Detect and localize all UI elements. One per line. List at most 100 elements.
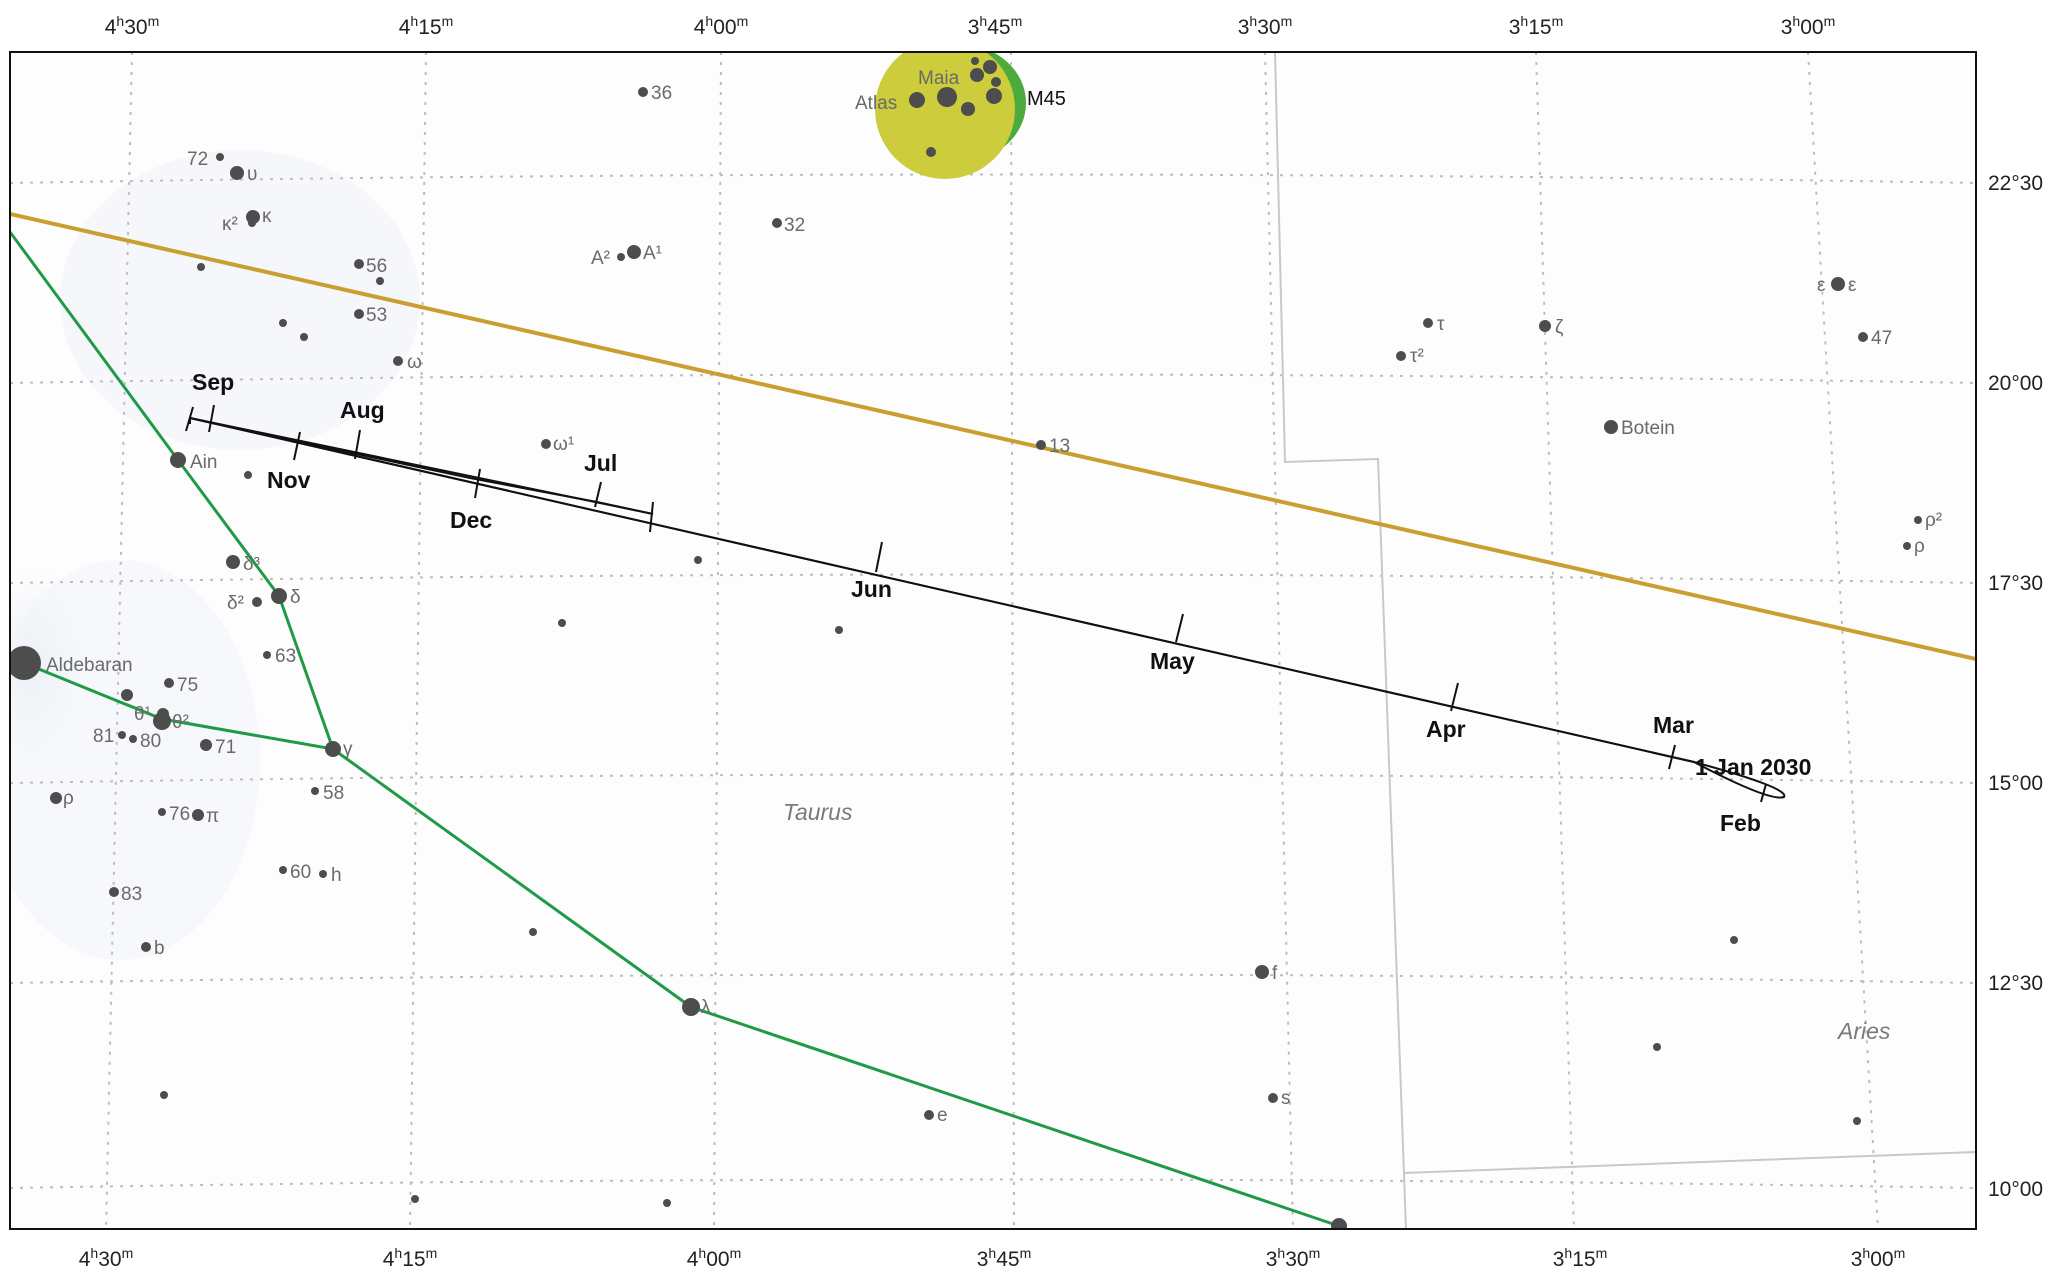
- grid-ra-line: [1010, 52, 1015, 1229]
- star-label-botein: Botein: [1621, 418, 1675, 439]
- star-label-32: 32: [784, 215, 805, 236]
- star-label-tau: τ: [1437, 314, 1445, 335]
- comet-path: [189, 417, 1786, 799]
- star-label-ain: Ain: [190, 452, 217, 473]
- ra-label-bottom: 4h15m: [383, 1245, 438, 1271]
- star-b: [141, 942, 151, 952]
- star-label-47: 47: [1871, 328, 1892, 349]
- star-dot-j: [1853, 1117, 1861, 1125]
- star-label-a1: A¹: [643, 243, 662, 264]
- star-dot: [986, 88, 1002, 104]
- star-delta: [271, 588, 287, 604]
- star-a1: [627, 245, 641, 259]
- month-label-start: 1 Jan 2030: [1695, 754, 1811, 780]
- star-71: [200, 739, 212, 751]
- month-label-feb: Feb: [1720, 810, 1761, 836]
- star-dot-g: [835, 626, 843, 634]
- star-label-theta2: θ²: [172, 712, 189, 733]
- star-upsilon: [230, 166, 244, 180]
- star-dot-h: [1730, 936, 1738, 944]
- month-tick: [875, 541, 883, 573]
- star-label-36: 36: [651, 83, 672, 104]
- star-label-delta: δ: [290, 587, 301, 608]
- star-label-h: h: [331, 865, 342, 886]
- star-s: [1268, 1093, 1278, 1103]
- ra-label-bottom: 3h00m: [1851, 1245, 1906, 1271]
- star-pi: [192, 809, 204, 821]
- star-label-56: 56: [366, 256, 387, 277]
- ra-labels-top: 4h30m 4h15m 4h00m 3h45m 3h30m 3h15m 3h00…: [105, 13, 1836, 39]
- star-label-71: 71: [215, 737, 236, 758]
- constellation-boundary: [1274, 52, 1407, 1229]
- month-tick: [354, 429, 361, 460]
- star-label-delta3: δ³: [243, 554, 260, 575]
- star-60: [279, 866, 287, 874]
- pleiades-disc: [875, 52, 1015, 179]
- star-lambda: [682, 998, 700, 1016]
- comet-path-line: [189, 417, 654, 515]
- month-tick: [1760, 783, 1767, 803]
- ra-label-top: 3h00m: [1781, 13, 1836, 39]
- constellation-line: [10, 231, 1340, 1228]
- star-dot-i: [1653, 1043, 1661, 1051]
- dec-label: 17°30: [1988, 572, 2043, 595]
- star-dot-c: [300, 333, 308, 341]
- pleiades-cluster: [875, 52, 1026, 179]
- ra-label-top: 3h15m: [1509, 13, 1564, 39]
- dec-label: 15°00: [1988, 772, 2043, 795]
- star-delta2: [252, 597, 262, 607]
- grid-dec-line: [10, 1178, 1976, 1189]
- star-53: [354, 309, 364, 319]
- month-tick: [1668, 744, 1676, 770]
- ra-label-top: 3h30m: [1238, 13, 1293, 39]
- star-label-83: 83: [121, 884, 142, 905]
- star-tau2: [1396, 351, 1406, 361]
- grid-dec-line: [10, 973, 1976, 984]
- star-76: [158, 808, 166, 816]
- pleiades-label-atlas: Atlas: [855, 93, 897, 114]
- month-tick: [594, 481, 602, 508]
- star-label-a2: A²: [591, 248, 610, 269]
- grid-ra-line: [713, 52, 722, 1229]
- star-label-omega1: ω¹: [553, 434, 574, 455]
- star-label-s: s: [1281, 1088, 1291, 1109]
- star-dot: [971, 57, 979, 65]
- star-label-gamma: γ: [343, 739, 353, 760]
- month-tick: [1175, 613, 1184, 643]
- star-f: [1255, 965, 1269, 979]
- month-label-nov: Nov: [267, 467, 311, 493]
- star-label-72: 72: [187, 149, 208, 170]
- constellation-label-aries: Aries: [1836, 1018, 1891, 1044]
- star-56: [354, 259, 364, 269]
- month-tick: [474, 468, 481, 499]
- star-32: [772, 218, 782, 228]
- star-end: [1331, 1218, 1347, 1229]
- star-label-omega: ω: [407, 352, 422, 373]
- grid-dec-line: [10, 573, 1976, 584]
- star-dot: [909, 92, 925, 108]
- star-label-lambda: λ: [701, 997, 711, 1018]
- star-epsilon-ari: [1831, 277, 1845, 291]
- dec-labels: 22°30 20°00 17°30 15°00 12°30 10°00: [1988, 172, 2043, 1201]
- grid-ra-line: [409, 52, 427, 1229]
- star-botein: [1604, 420, 1618, 434]
- star-label-pi: π: [206, 806, 219, 827]
- ra-label-bottom: 4h00m: [687, 1245, 742, 1271]
- star-dot: [937, 87, 957, 107]
- star-ain: [170, 452, 186, 468]
- star-label-rho-ari: ρ: [1914, 536, 1925, 557]
- star-81: [121, 689, 133, 701]
- star-dot: [926, 147, 936, 157]
- star-47: [1858, 332, 1868, 342]
- dec-label: 20°00: [1988, 372, 2043, 395]
- grid-dec-line: [10, 373, 1976, 384]
- ra-label-top: 4h30m: [105, 13, 160, 39]
- star-dot: [961, 102, 975, 116]
- star-kappa2: [248, 219, 256, 227]
- ra-label-bottom: 3h30m: [1266, 1245, 1321, 1271]
- star-label-b: b: [154, 938, 165, 959]
- ra-labels-bottom: 4h30m 4h15m 4h00m 3h45m 3h30m 3h15m 3h00…: [79, 1245, 1906, 1271]
- star-dot-l: [160, 1091, 168, 1099]
- star-label-tau2: τ²: [1410, 346, 1424, 367]
- stars: [10, 87, 1922, 1229]
